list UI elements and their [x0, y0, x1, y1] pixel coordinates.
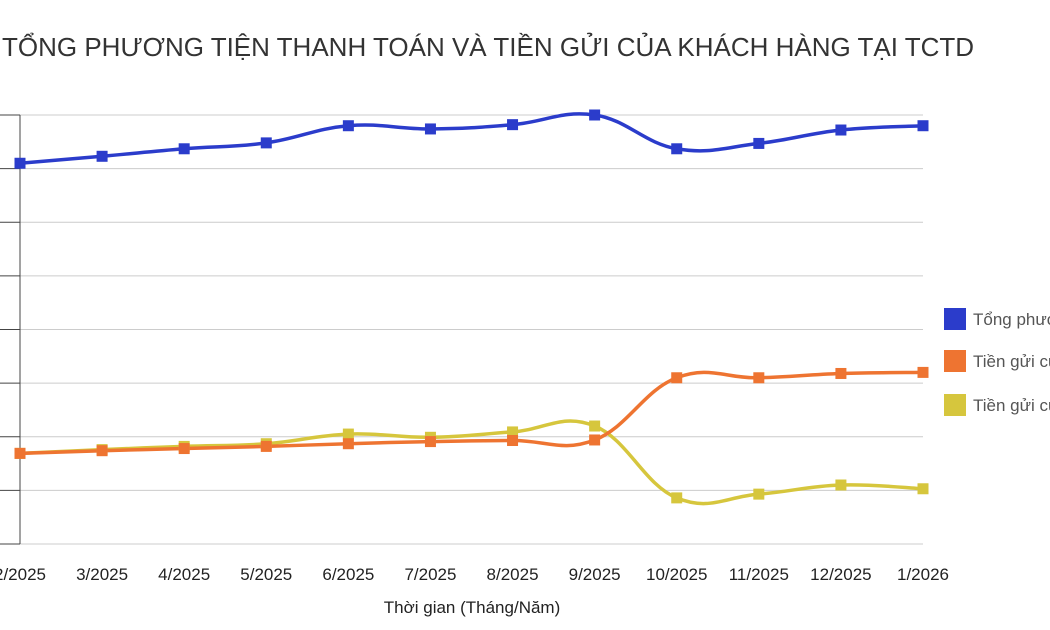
data-point: [96, 445, 108, 457]
data-point: [178, 443, 190, 455]
data-point: [753, 372, 765, 384]
data-point: [342, 438, 354, 450]
data-point: [835, 367, 847, 379]
legend-entry: Tổng phương tiện thanh toán: [973, 310, 1050, 329]
data-point: [589, 434, 601, 446]
gridlines: [0, 114, 923, 545]
x-tick-label: 11/2025: [729, 565, 789, 584]
x-tick-label: 2/2025: [0, 565, 46, 584]
x-tick-label: 3/2025: [76, 565, 128, 584]
x-tick-label: 8/2025: [487, 565, 539, 584]
data-point: [671, 492, 683, 504]
data-point: [507, 426, 519, 438]
data-point: [424, 123, 436, 135]
data-point: [753, 137, 765, 149]
data-point: [424, 436, 436, 448]
legend-swatch: [944, 350, 966, 372]
chart-title: TỔNG PHƯƠNG TIỆN THANH TOÁN VÀ TIỀN GỬI …: [2, 31, 974, 62]
series-line: [19, 370, 924, 456]
data-point: [589, 420, 601, 432]
data-point: [671, 143, 683, 155]
data-point: [835, 479, 847, 491]
x-tick-label: 12/2025: [810, 565, 871, 584]
data-point: [507, 119, 519, 131]
data-point: [260, 440, 272, 452]
legend-swatch: [944, 308, 966, 330]
data-point: [671, 372, 683, 384]
data-point: [96, 150, 108, 162]
series-line: [19, 419, 924, 506]
data-point: [507, 435, 519, 447]
series-points: [14, 109, 929, 504]
series-line: [19, 112, 924, 166]
legend-swatch: [944, 394, 966, 416]
data-point: [589, 109, 601, 121]
data-point: [835, 124, 847, 136]
data-point: [917, 120, 929, 132]
data-point: [917, 366, 929, 378]
x-tick-label: 9/2025: [569, 565, 621, 584]
x-tick-label: 4/2025: [158, 565, 210, 584]
x-tick-label: 1/2026: [897, 565, 949, 584]
x-tick-label: 10/2025: [646, 565, 707, 584]
data-point: [342, 428, 354, 440]
data-point: [14, 157, 26, 169]
legend-entry: Tiền gửi của dân cư: [973, 396, 1050, 415]
legend-entry: Tiền gửi của tổ chức kinh tế: [973, 352, 1050, 371]
x-tick-label: 5/2025: [240, 565, 292, 584]
legend: Tổng phương tiện thanh toán Tiền gửi của …: [944, 308, 1050, 416]
series-lines: [19, 112, 924, 506]
data-point: [14, 447, 26, 459]
data-point: [917, 483, 929, 495]
x-tick-label: 6/2025: [322, 565, 374, 584]
data-point: [260, 137, 272, 149]
data-point: [753, 488, 765, 500]
x-tick-label: 7/2025: [404, 565, 456, 584]
data-point: [178, 143, 190, 155]
x-axis-label: Thời gian (Tháng/Năm): [384, 598, 561, 617]
data-point: [342, 120, 354, 132]
x-axis-ticks: 2/2025 3/2025 4/2025 5/2025 6/2025 7/2025 8/20…: [0, 565, 949, 584]
